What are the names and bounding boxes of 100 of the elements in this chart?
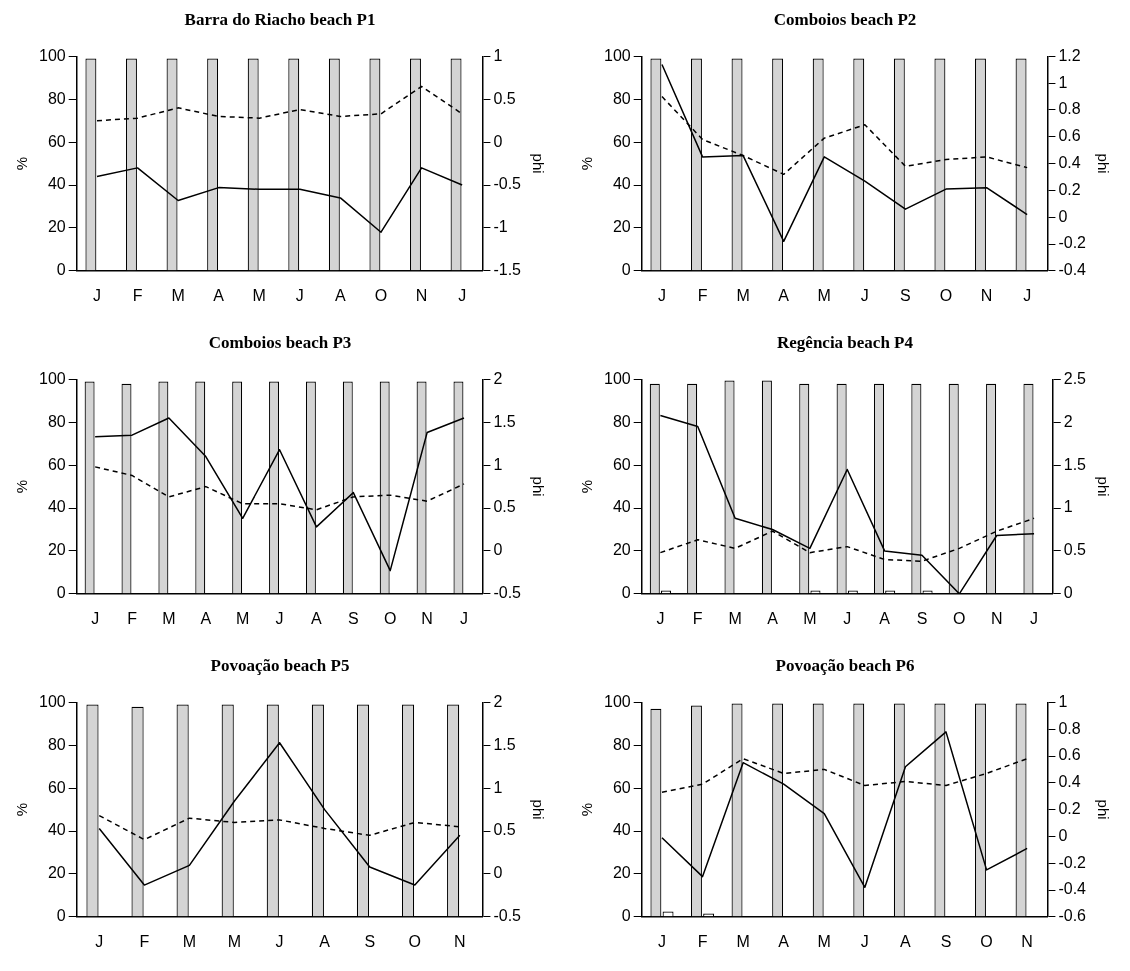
y2-tick-label: 1.5 bbox=[1063, 455, 1087, 473]
y2-tick-label: -0.4 bbox=[1058, 261, 1087, 279]
y-axis-title: % bbox=[13, 802, 31, 817]
x-tick-label: J bbox=[295, 286, 304, 304]
y2-tick-label: 2.5 bbox=[1063, 369, 1087, 387]
y2-tick-label: 1.5 bbox=[493, 735, 516, 753]
y2-tick-label: 0 bbox=[493, 864, 503, 882]
y-tick-label: 60 bbox=[612, 778, 631, 796]
x-tick-label: M bbox=[736, 286, 750, 304]
x-tick-label: J bbox=[458, 286, 467, 304]
x-tick-label: A bbox=[879, 609, 891, 627]
y-tick-label: 100 bbox=[38, 692, 66, 710]
x-tick-label: J bbox=[459, 609, 468, 627]
y2-axis-title: phi bbox=[1094, 476, 1112, 497]
y-axis-title: % bbox=[578, 156, 596, 171]
x-tick-label: J bbox=[860, 286, 869, 304]
x-tick-label: A bbox=[319, 932, 331, 950]
y-tick-label: 0 bbox=[56, 261, 66, 279]
y-tick-label: 60 bbox=[47, 132, 66, 150]
x-tick-label: F bbox=[692, 609, 703, 627]
y-axis-title: % bbox=[578, 479, 596, 494]
x-tick-label: J bbox=[95, 932, 104, 950]
y2-tick-label: 0.4 bbox=[1058, 773, 1081, 791]
x-tick-label: M bbox=[803, 609, 817, 627]
y2-tick-label: 0.5 bbox=[493, 821, 516, 839]
y2-tick-label: 2 bbox=[493, 369, 503, 387]
x-tick-label: A bbox=[778, 286, 790, 304]
y-tick-label: 40 bbox=[47, 821, 66, 839]
x-tick-label: O bbox=[408, 932, 422, 950]
x-tick-label: M bbox=[252, 286, 266, 304]
y-tick-label: 80 bbox=[47, 412, 66, 430]
y2-axis-title: phi bbox=[529, 153, 547, 174]
y-tick-label: 80 bbox=[612, 89, 631, 107]
x-tick-label: S bbox=[940, 932, 952, 950]
x-tick-label: M bbox=[182, 932, 197, 950]
y2-tick-label: 0.8 bbox=[1058, 719, 1081, 737]
y-tick-label: 60 bbox=[612, 455, 631, 473]
x-tick-label: J bbox=[92, 286, 101, 304]
y2-tick-label: 2 bbox=[1063, 412, 1073, 430]
x-tick-label: N bbox=[1021, 932, 1033, 950]
y-tick-label: 60 bbox=[47, 455, 66, 473]
x-tick-label: A bbox=[213, 286, 225, 304]
x-tick-label: S bbox=[364, 932, 376, 950]
x-tick-label: A bbox=[200, 609, 212, 627]
y-axis-title: % bbox=[13, 156, 31, 171]
x-tick-label: F bbox=[697, 286, 708, 304]
x-tick-label: N bbox=[415, 286, 428, 304]
y2-tick-label: -0.4 bbox=[1058, 880, 1087, 898]
y-tick-label: 20 bbox=[612, 541, 631, 559]
x-tick-label: J bbox=[1023, 286, 1032, 304]
y2-tick-label: 1.5 bbox=[493, 412, 516, 430]
y2-tick-label: -1.5 bbox=[493, 261, 522, 279]
y2-tick-label: 0.6 bbox=[1058, 746, 1081, 764]
x-tick-label: A bbox=[778, 932, 790, 950]
y2-tick-label: 0 bbox=[493, 132, 503, 150]
x-tick-label: M bbox=[171, 286, 185, 304]
y-axis-title: % bbox=[578, 802, 596, 817]
y2-tick-label: 2 bbox=[493, 692, 503, 710]
x-tick-label: J bbox=[656, 609, 665, 627]
y2-tick-label: 0.4 bbox=[1058, 154, 1081, 172]
x-tick-label: S bbox=[348, 609, 359, 627]
x-tick-label: N bbox=[990, 609, 1003, 627]
x-tick-label: M bbox=[817, 286, 831, 304]
y2-tick-label: 0.5 bbox=[493, 89, 516, 107]
y-tick-label: 0 bbox=[621, 261, 631, 279]
x-tick-label: J bbox=[275, 932, 284, 950]
y-tick-label: 40 bbox=[612, 821, 631, 839]
x-tick-label: J bbox=[275, 609, 284, 627]
y2-tick-label: 0.5 bbox=[1063, 541, 1087, 559]
y-tick-label: 20 bbox=[47, 218, 66, 236]
y-tick-label: 80 bbox=[47, 735, 66, 753]
chart-title: Barra do Riacho beach P1 bbox=[184, 9, 376, 29]
y-tick-label: 80 bbox=[47, 89, 66, 107]
y2-tick-label: 0 bbox=[1058, 207, 1068, 225]
y-tick-label: 60 bbox=[612, 132, 631, 150]
y2-tick-label: -0.5 bbox=[493, 175, 522, 193]
chart-title: Comboios beach P3 bbox=[208, 332, 352, 352]
y-tick-label: 0 bbox=[621, 907, 631, 925]
y2-tick-label: 1 bbox=[1063, 498, 1073, 516]
y-tick-label: 60 bbox=[47, 778, 66, 796]
chart-title: Comboios beach P2 bbox=[773, 9, 917, 29]
x-tick-label: F bbox=[127, 609, 138, 627]
x-tick-label: M bbox=[236, 609, 250, 627]
y-tick-label: 0 bbox=[621, 584, 631, 602]
x-tick-label: J bbox=[843, 609, 852, 627]
y-tick-label: 100 bbox=[38, 46, 66, 64]
y2-tick-label: 1 bbox=[1058, 692, 1068, 710]
y-tick-label: 20 bbox=[47, 864, 66, 882]
y-tick-label: 100 bbox=[603, 692, 631, 710]
x-tick-label: O bbox=[383, 609, 397, 627]
x-tick-label: F bbox=[132, 286, 143, 304]
y-tick-label: 80 bbox=[612, 735, 631, 753]
y-tick-label: 40 bbox=[47, 175, 66, 193]
x-tick-label: M bbox=[817, 932, 831, 950]
y-tick-label: 100 bbox=[603, 46, 631, 64]
y-tick-label: 0 bbox=[56, 584, 66, 602]
x-tick-label: N bbox=[454, 932, 466, 950]
y2-tick-label: 1 bbox=[1058, 73, 1068, 91]
y2-tick-label: 0.2 bbox=[1058, 180, 1081, 198]
chart-title: Povoação beach P6 bbox=[775, 655, 915, 675]
